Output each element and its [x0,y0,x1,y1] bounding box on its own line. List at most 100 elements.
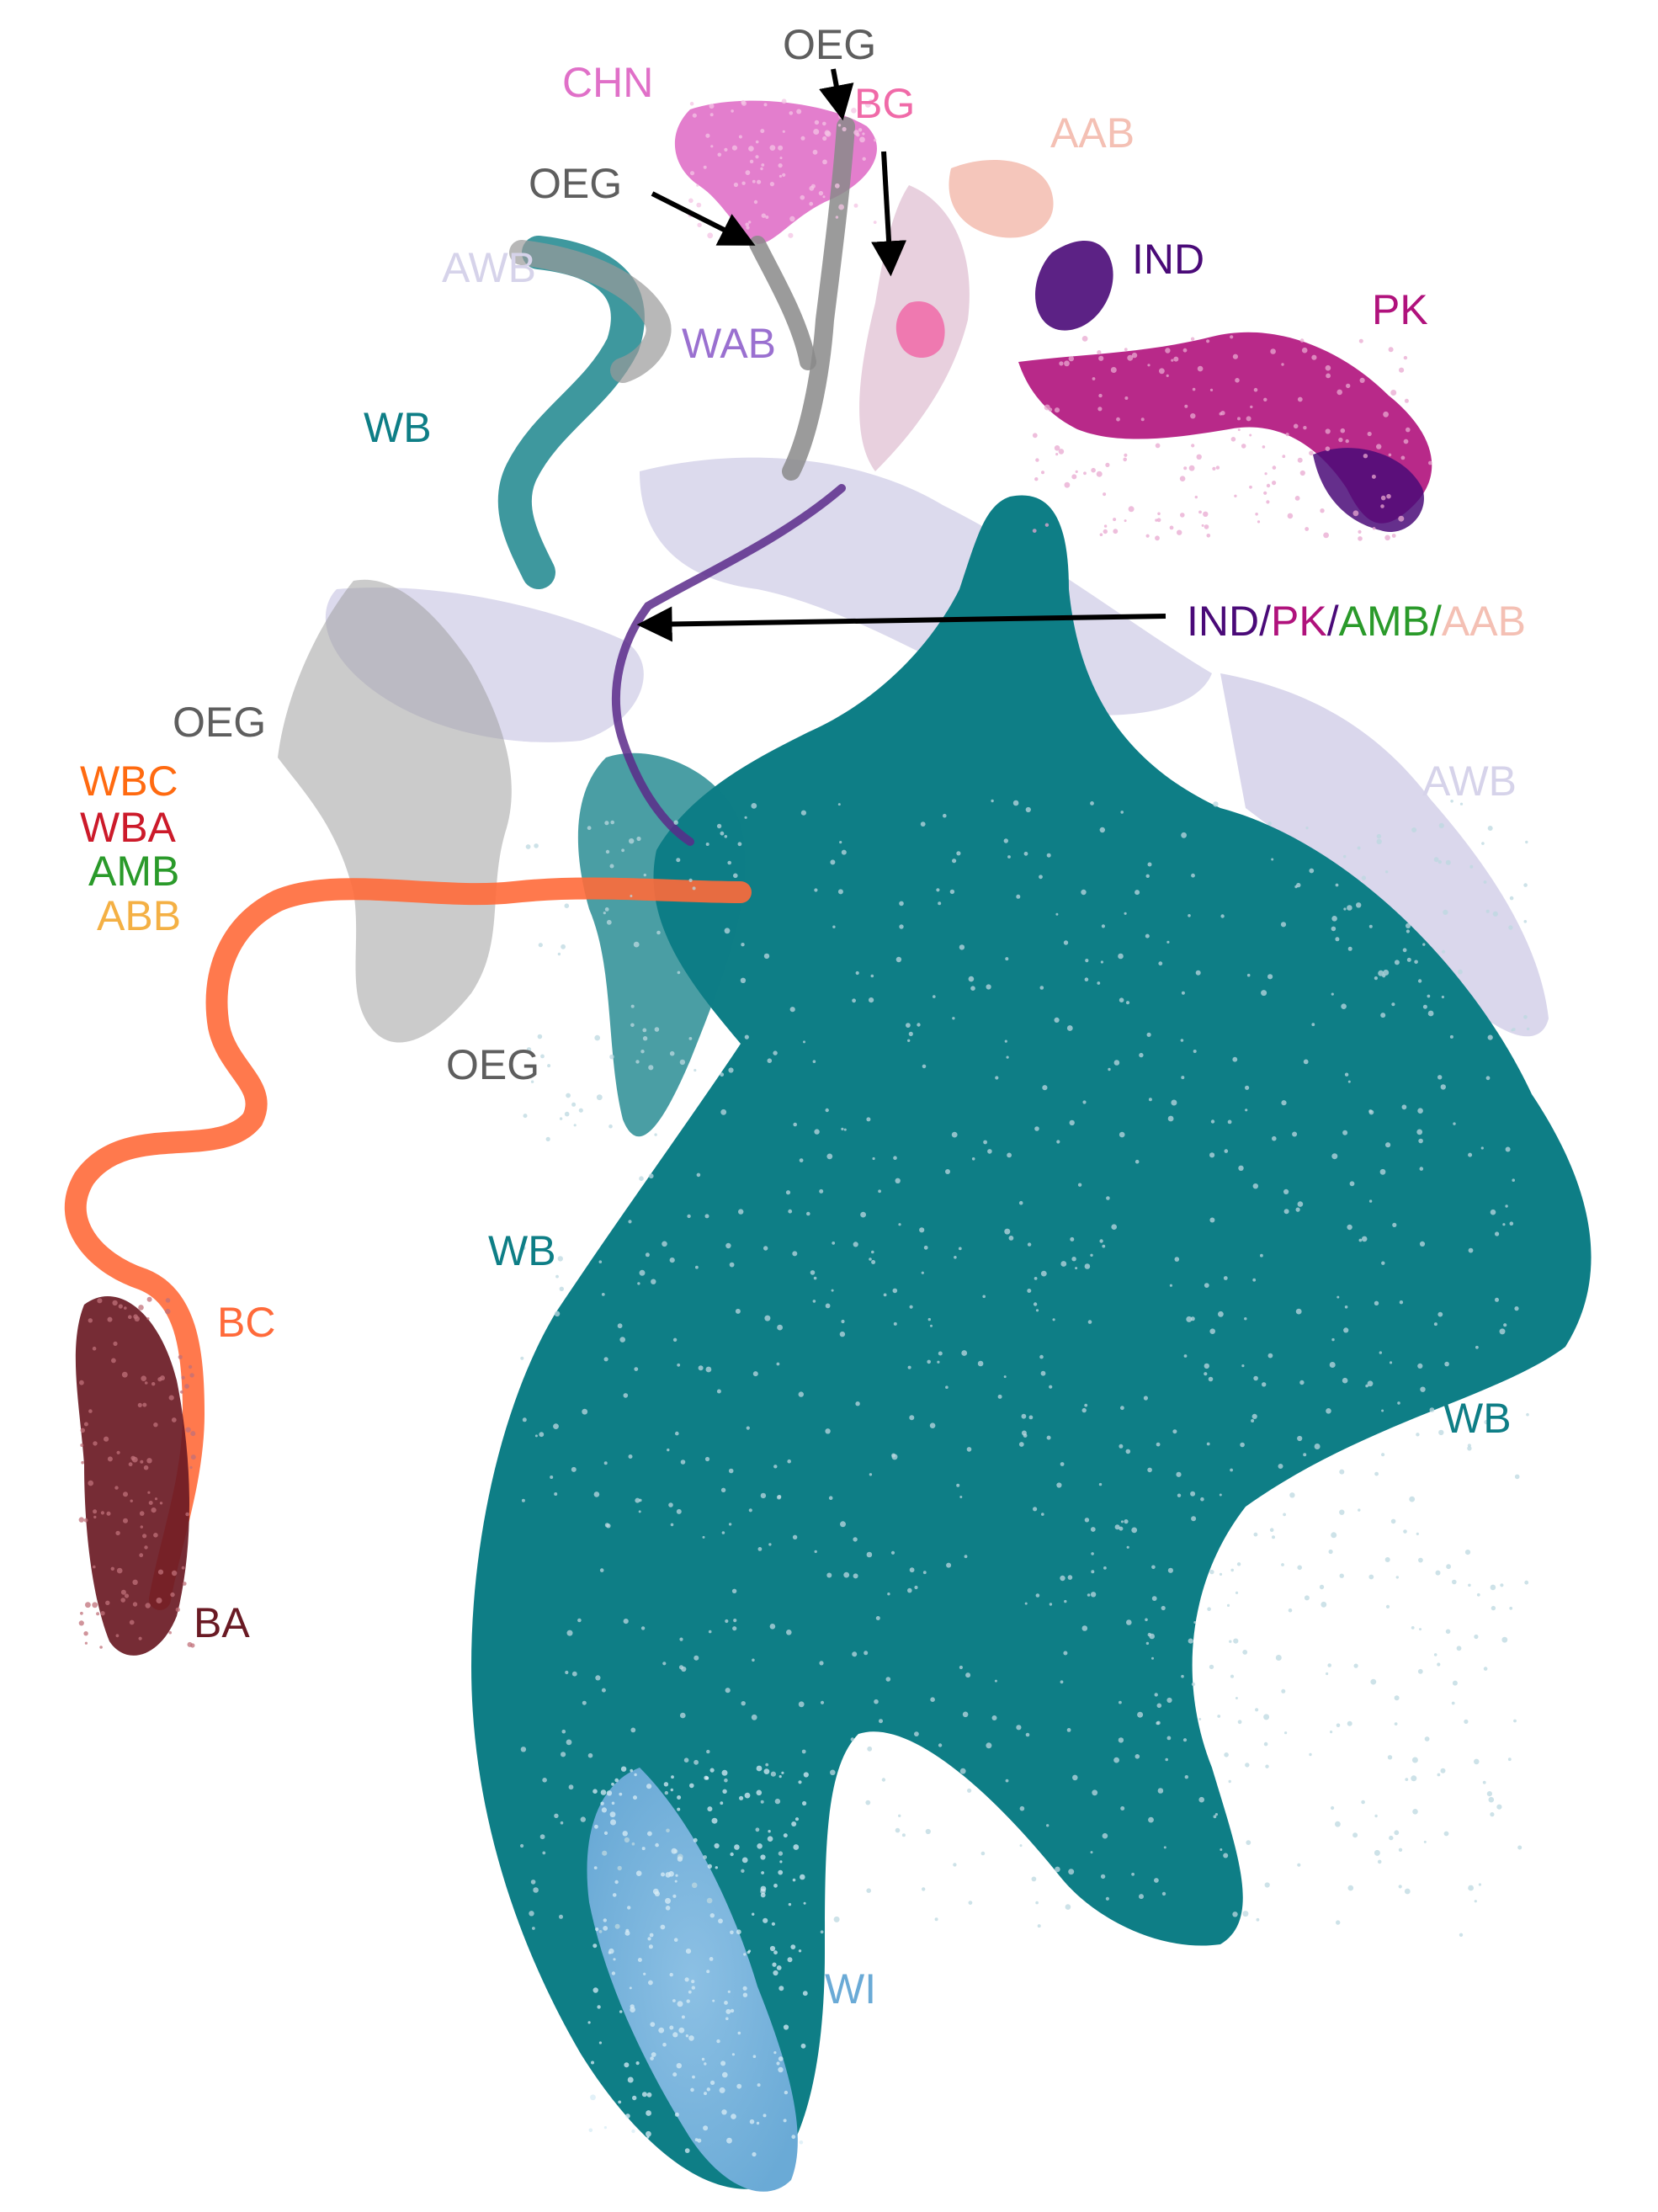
scatter-point [773,1050,778,1055]
scatter-point [970,986,975,991]
scatter-point [1380,1013,1386,1018]
scatter-point [841,1127,844,1130]
scatter-point [909,1567,915,1573]
scatter-point [1156,1720,1161,1725]
scatter-point [930,1697,935,1702]
scatter-point [190,1431,196,1437]
scatter-point [623,1393,629,1398]
scatter-point [1513,1719,1517,1723]
scatter-point [735,1308,741,1314]
scatter-point [782,173,786,177]
scatter-point [600,1801,604,1805]
scatter-point [1097,350,1102,355]
scatter-point [582,1700,587,1705]
scatter-point [1070,1236,1075,1242]
scatter-point [1210,1119,1215,1124]
scatter-point [1356,902,1362,908]
scatter-point [1033,1302,1038,1306]
scatter-point [1347,905,1352,911]
scatter-point [1177,529,1182,535]
scatter-point [1124,519,1127,523]
scatter-point [730,1930,734,1935]
scatter-point [669,2025,674,2030]
scatter-point [929,1422,936,1428]
scatter-point [800,810,807,816]
scatter-point [1120,1520,1124,1523]
scatter-point [965,1672,971,1678]
scatter-point [1331,992,1334,996]
scatter-point [914,1585,918,1590]
scatter-point [1490,1584,1496,1591]
scatter-point [646,2092,652,2098]
scatter-point [671,1775,674,1779]
scatter-point [697,2138,702,2143]
scatter-point [1341,1003,1347,1009]
scatter-point [1033,1507,1038,1512]
scatter-point [825,1303,831,1309]
scatter-point [773,2051,777,2055]
scatter-point [1023,851,1028,856]
scatter-point [609,1054,614,1060]
scatter-point [837,124,842,127]
scatter-point [777,1324,783,1331]
scatter-point [1161,1891,1166,1896]
scatter-point [739,1795,744,1800]
scatter-point [728,1067,734,1073]
scatter-point [142,1402,147,1407]
scatter-point [806,1211,810,1216]
scatter-point [1098,355,1104,361]
scatter-point [968,976,975,982]
scatter-point [1071,474,1077,480]
scatter-point [959,1768,966,1774]
scatter-point [1309,1752,1312,1757]
scatter-point [590,2094,596,2101]
scatter-point [834,183,840,189]
scatter-point [701,2057,705,2061]
scatter-point [693,1068,697,1072]
scatter-point [646,2130,651,2137]
scatter-point [534,1434,538,1438]
scatter-point [1191,1516,1197,1522]
scatter-point [1297,457,1303,463]
scatter-point [859,136,865,143]
scatter-point [634,1773,637,1777]
scatter-point [1226,1603,1230,1607]
scatter-point [159,1502,163,1505]
scatter-point [1215,465,1220,470]
ind-pk-amb-aab-arrow [636,606,1166,642]
scatter-point [1085,959,1089,963]
scatter-point [624,2062,630,2068]
scatter-point [927,1317,932,1321]
scatter-point [706,1897,713,1904]
scatter-point [898,1223,901,1226]
scatter-point [865,1800,871,1805]
scatter-point [898,1814,901,1817]
scatter-point [761,1871,764,1874]
scatter-point [1451,1701,1455,1705]
scatter-point [681,1666,687,1672]
scatter-point [1066,1025,1073,1031]
scatter-point [826,1572,832,1578]
scatter-point [547,1064,551,1068]
scatter-point [184,1384,189,1389]
scatter-point [1034,1126,1039,1131]
scatter-point [651,1279,656,1284]
scatter-point [1256,1917,1260,1922]
scatter-point [665,1897,671,1904]
scatter-point [1495,1297,1499,1302]
scatter-point [1270,348,1276,354]
scatter-point [1229,1640,1232,1643]
scatter-point [798,1391,804,1397]
scatter-point [946,1562,952,1568]
scatter-point [822,195,826,199]
scatter-point [123,1492,128,1497]
scatter-point [1347,1885,1354,1891]
scatter-point [83,1631,88,1636]
scatter-point [180,1390,183,1394]
scatter-point [986,1742,992,1749]
scatter-point [1087,1593,1091,1597]
scatter-point [1437,859,1443,864]
scatter-point [732,1626,737,1631]
scatter-point [554,1311,561,1317]
